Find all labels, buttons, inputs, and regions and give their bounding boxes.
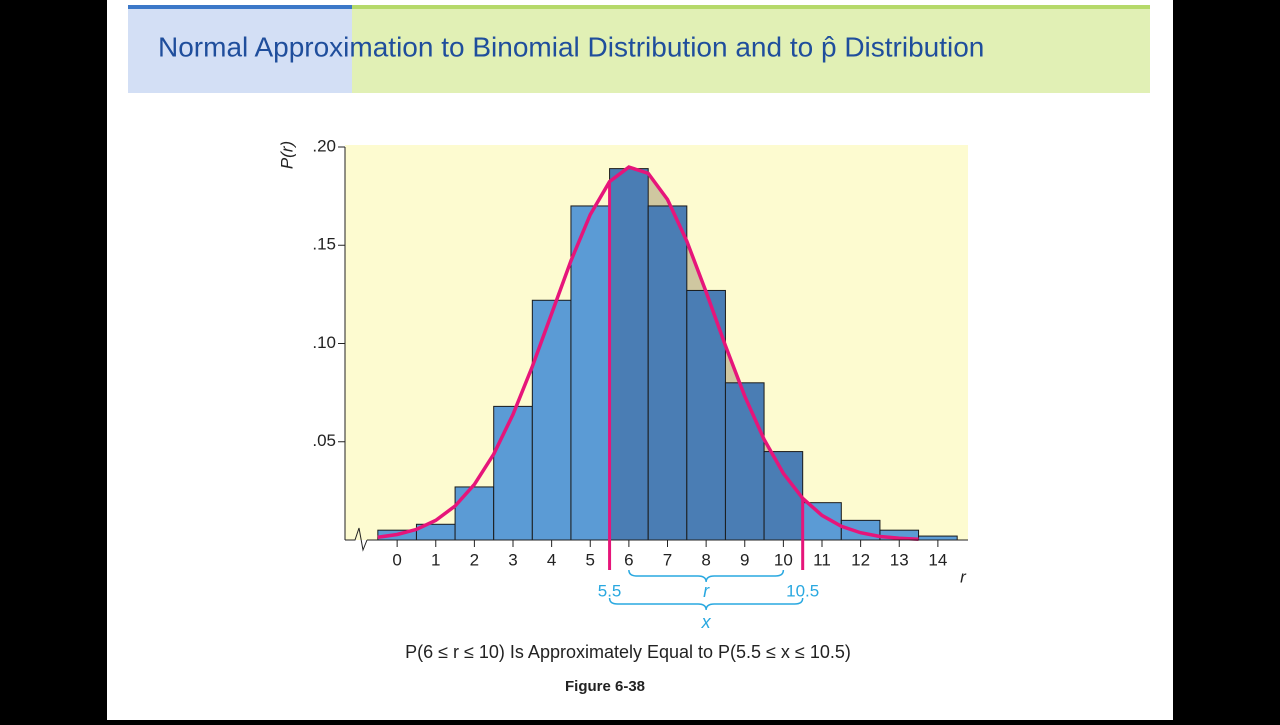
x-tick-label: 6 [624, 550, 633, 569]
x-tick-label: 11 [813, 550, 831, 569]
figure-label: Figure 6-38 [565, 678, 645, 695]
bar [724, 382, 765, 541]
r-brace [628, 569, 785, 583]
y-axis-label: P(r) [277, 141, 296, 169]
reference-label: 5.5 [598, 581, 622, 600]
title-rule-right [352, 5, 1150, 9]
y-tick-label: .15 [312, 235, 336, 254]
normal-curve [377, 165, 919, 541]
x-tick-label: 0 [392, 550, 401, 569]
x-tick-label: 7 [663, 550, 672, 569]
caption: P(6 ≤ r ≤ 10) Is Approximately Equal to … [405, 642, 851, 662]
x-tick-label: 12 [851, 550, 870, 569]
title-rule-left [128, 5, 352, 9]
slide-title: Normal Approximation to Binomial Distrib… [158, 31, 984, 62]
x-tick-label: 2 [470, 550, 479, 569]
x-tick-label: 13 [890, 550, 909, 569]
x-tick-label: 5 [586, 550, 595, 569]
bar [918, 535, 958, 541]
bar [493, 405, 533, 541]
x-tick-label: 14 [928, 550, 947, 569]
x-tick-label: 4 [547, 550, 556, 569]
bar [531, 299, 572, 541]
reference-label: 10.5 [786, 581, 819, 600]
x-axis-label: r [960, 567, 967, 586]
chart: .05.10.15.200 1 2 3 4 5 6 7 8 9 10 11 12 13 14P(r)r5.5… [277, 136, 968, 632]
y-tick-label: .10 [312, 333, 336, 352]
title-banner-right [352, 5, 1150, 93]
x-brace [608, 597, 804, 611]
x-tick-label: 1 [431, 550, 440, 569]
x-tick-label: 10 [774, 550, 793, 569]
x-tick-label: 3 [508, 550, 517, 569]
bar [609, 168, 649, 541]
title-banner-left [128, 5, 352, 93]
x-axis-break [345, 527, 368, 552]
x-tick-label: 9 [740, 550, 749, 569]
y-tick-label: .05 [312, 431, 336, 450]
x-tick-label: 8 [701, 550, 710, 569]
brace-label: x [701, 612, 712, 632]
bar [454, 486, 495, 541]
bar [763, 451, 804, 541]
bar [647, 205, 688, 541]
brace-label: r [703, 581, 710, 601]
y-tick-label: .20 [312, 136, 336, 155]
bar [570, 205, 611, 541]
